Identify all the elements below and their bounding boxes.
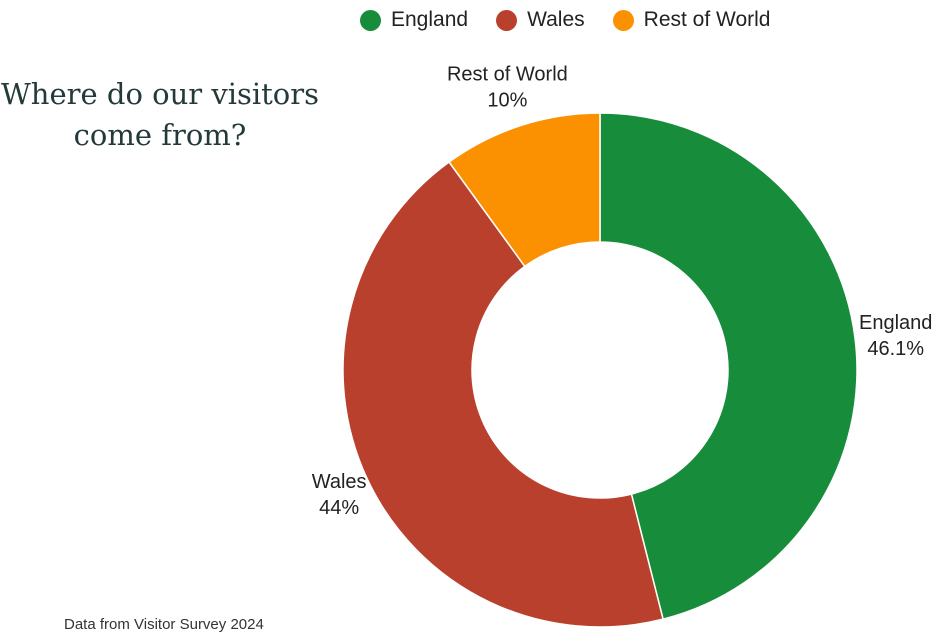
legend-label-rest-of-world: Rest of World xyxy=(643,8,771,31)
legend-label-wales: Wales xyxy=(527,8,585,31)
source-note: Data from Visitor Survey 2024 xyxy=(64,616,264,633)
slice-label-name-wales: Wales xyxy=(312,471,367,493)
chart-title-line-1: Where do our visitors xyxy=(0,77,320,111)
slice-label-name-england: England xyxy=(859,312,932,334)
legend-swatch-rest-of-world xyxy=(612,9,634,31)
legend-swatch-england xyxy=(360,9,381,31)
legend-item-wales[interactable]: Wales xyxy=(496,8,585,32)
slice-label-england: England 46.1% xyxy=(859,312,932,360)
slice-label-wales: Wales 44% xyxy=(312,471,367,519)
slice-rest-of-world[interactable] xyxy=(448,112,601,268)
chart-title: Where do our visitors come from? xyxy=(0,74,320,156)
slice-label-value-wales: 44% xyxy=(319,497,359,519)
legend-item-england[interactable]: England xyxy=(360,8,468,32)
slice-label-rest-of-world: Rest of World 10% xyxy=(447,64,568,112)
chart-title-line-2: come from? xyxy=(73,118,247,152)
legend-label-england: England xyxy=(391,8,469,31)
slice-wales[interactable] xyxy=(342,160,664,628)
slice-england[interactable] xyxy=(599,112,858,621)
slice-label-name-rest-of-world: Rest of World xyxy=(447,64,568,86)
chart-legend: England Wales Rest of World xyxy=(360,4,770,36)
slice-label-value-rest-of-world: 10% xyxy=(487,90,527,112)
legend-swatch-wales xyxy=(496,9,518,31)
slice-label-value-england: 46.1% xyxy=(867,338,924,360)
legend-item-rest-of-world[interactable]: Rest of World xyxy=(612,8,771,32)
